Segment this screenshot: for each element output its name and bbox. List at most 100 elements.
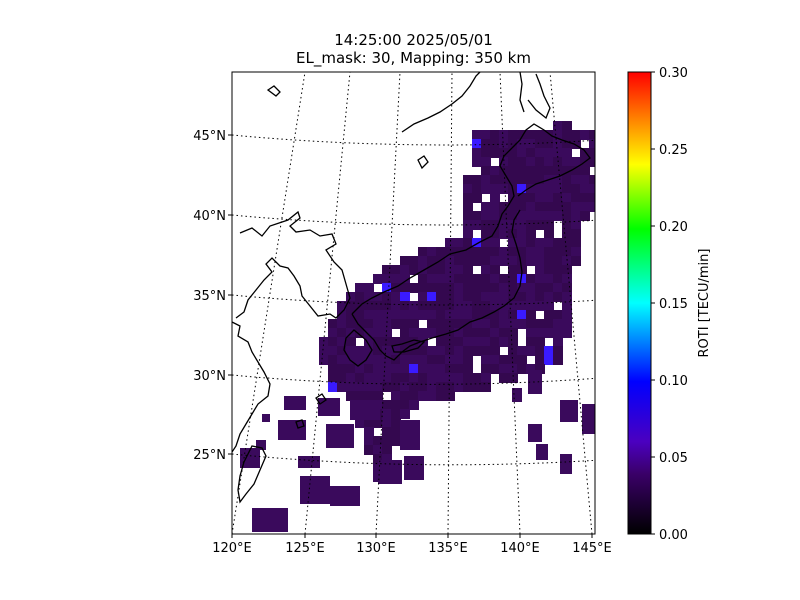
map-frame xyxy=(231,71,596,535)
roti-cell xyxy=(445,391,455,401)
lon-tick-label: 130°E xyxy=(356,541,396,556)
roti-cell xyxy=(499,292,509,302)
roti-cell xyxy=(589,193,595,203)
roti-cell xyxy=(355,355,365,365)
roti-cell xyxy=(544,274,554,284)
coastlines xyxy=(232,72,591,504)
roti-cell xyxy=(337,346,347,356)
roti-cell xyxy=(508,301,518,311)
roti-cell xyxy=(517,184,527,194)
roti-cell xyxy=(256,440,266,450)
roti-cell xyxy=(571,130,581,140)
roti-cell xyxy=(553,202,563,212)
roti-cell xyxy=(481,301,491,311)
roti-cell xyxy=(436,292,446,302)
roti-cell xyxy=(472,211,482,221)
roti-cell xyxy=(427,301,437,311)
roti-cell xyxy=(252,508,288,532)
roti-cell xyxy=(562,310,572,320)
roti-cell xyxy=(454,274,464,284)
roti-cell xyxy=(330,486,360,506)
roti-cell xyxy=(454,283,464,293)
roti-cell xyxy=(472,274,482,284)
roti-cell xyxy=(445,355,455,365)
roti-cell xyxy=(409,355,419,365)
roti-cell xyxy=(481,346,491,356)
roti-cell xyxy=(580,193,590,203)
roti-cell xyxy=(562,211,572,221)
lat-tick-label: 40°N xyxy=(193,209,226,224)
roti-cell xyxy=(326,424,354,448)
roti-cell xyxy=(391,409,401,419)
roti-cell xyxy=(463,301,473,311)
roti-cell xyxy=(580,211,590,221)
roti-cell xyxy=(499,175,509,185)
roti-cell xyxy=(445,238,455,248)
roti-cell xyxy=(373,274,383,284)
roti-cell xyxy=(364,319,374,329)
roti-cell xyxy=(373,319,383,329)
roti-cell xyxy=(436,355,446,365)
roti-cell xyxy=(535,148,545,158)
roti-cell xyxy=(490,202,500,212)
roti-cell xyxy=(517,220,527,230)
roti-cell xyxy=(481,310,491,320)
roti-cell xyxy=(463,265,473,275)
roti-cell xyxy=(364,292,374,302)
roti-cell xyxy=(571,157,581,167)
roti-cell xyxy=(535,292,545,302)
roti-cell xyxy=(490,247,500,257)
roti-cell xyxy=(553,139,563,149)
roti-cell xyxy=(436,301,446,311)
lon-tick-label: 120°E xyxy=(212,541,252,556)
roti-cell xyxy=(436,337,446,347)
roti-cell xyxy=(544,310,554,320)
roti-cell xyxy=(490,346,500,356)
roti-cell xyxy=(463,193,473,203)
roti-cell xyxy=(517,301,527,311)
roti-cell xyxy=(328,346,338,356)
roti-cell xyxy=(454,319,464,329)
roti-cell xyxy=(562,292,572,302)
roti-cell xyxy=(544,166,554,176)
roti-cell xyxy=(526,364,536,374)
roti-cell xyxy=(517,346,527,356)
roti-cell xyxy=(346,391,356,401)
roti-cell xyxy=(391,418,401,428)
roti-cell xyxy=(535,157,545,167)
roti-cell xyxy=(535,211,545,221)
roti-cell xyxy=(427,319,437,329)
roti-cell xyxy=(436,283,446,293)
roti-cell xyxy=(400,274,410,284)
roti-cell xyxy=(517,364,527,374)
roti-cell xyxy=(418,382,428,392)
roti-cell xyxy=(472,130,482,140)
roti-cell xyxy=(571,229,581,239)
roti-cell xyxy=(400,420,420,450)
roti-cell xyxy=(472,256,482,266)
roti-cell xyxy=(364,373,374,383)
roti-cell xyxy=(300,476,330,504)
roti-cell xyxy=(409,310,419,320)
roti-cell xyxy=(445,283,455,293)
roti-cell xyxy=(580,202,590,212)
roti-cell xyxy=(346,301,356,311)
roti-cell xyxy=(319,337,329,347)
roti-cell xyxy=(517,256,527,266)
roti-cell xyxy=(499,355,509,365)
roti-cell xyxy=(436,346,446,356)
roti-cell xyxy=(490,256,500,266)
roti-cell xyxy=(364,427,374,437)
roti-cell xyxy=(589,157,595,167)
roti-cell xyxy=(355,328,365,338)
roti-cell xyxy=(409,391,419,401)
roti-cell xyxy=(544,346,554,356)
lat-tick-label: 30°N xyxy=(193,369,226,384)
roti-cell xyxy=(382,346,392,356)
roti-cell xyxy=(382,301,392,311)
roti-cell xyxy=(526,274,536,284)
roti-cell xyxy=(373,292,383,302)
roti-data-layer xyxy=(240,121,595,532)
roti-cell xyxy=(391,400,401,410)
roti-cell xyxy=(337,328,347,338)
